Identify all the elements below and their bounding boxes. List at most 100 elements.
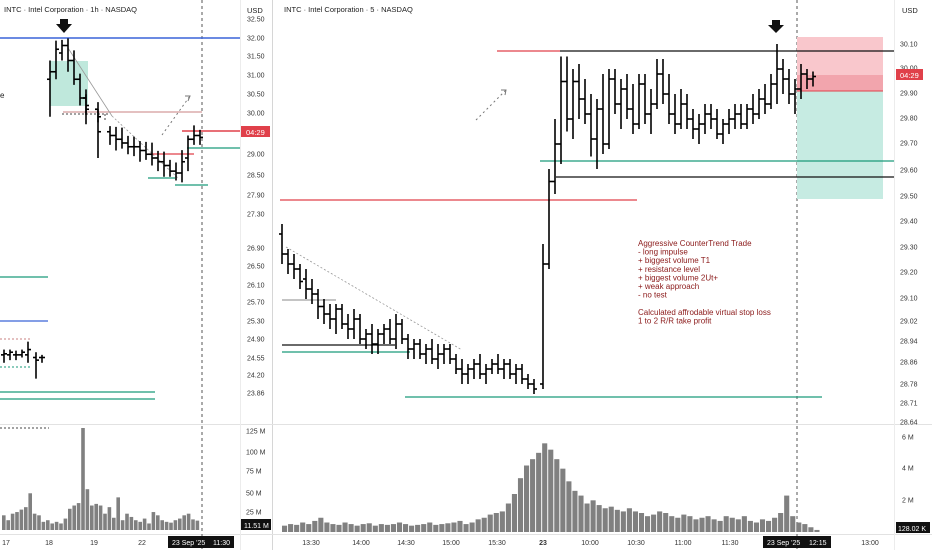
- right-price-tick: 29.40: [900, 219, 918, 226]
- right-volume-bar: [572, 490, 578, 532]
- right-volume-bar: [403, 524, 409, 532]
- right-volume-bar: [675, 517, 681, 532]
- right-volume-bar: [445, 523, 451, 532]
- right-price-tick: 29.60: [900, 168, 918, 175]
- left-price-tick: 31.00: [247, 73, 265, 80]
- left-volume-bar: [116, 497, 120, 530]
- right-price-tick: 29.10: [900, 296, 918, 303]
- right-volume-bar: [729, 517, 735, 532]
- left-lower-candles: [1, 341, 45, 379]
- right-volume-tag-text: 128.02 K: [898, 526, 926, 533]
- left-volume-bar: [147, 523, 151, 530]
- left-volume-bar: [37, 515, 41, 530]
- right-volume-bar: [554, 459, 560, 532]
- left-volume-bar: [41, 521, 46, 530]
- right-volume-bar: [808, 527, 814, 532]
- right-volume-bar: [584, 503, 590, 532]
- right-volume-bar: [705, 516, 711, 532]
- right-volume-bar: [723, 516, 729, 532]
- left-time-label: 17: [2, 540, 10, 547]
- right-volume-bar: [415, 524, 421, 532]
- right-volume-bar: [717, 520, 723, 532]
- right-volume-bar: [336, 524, 342, 532]
- left-volume-bar: [81, 428, 85, 530]
- right-volume-bar: [475, 519, 481, 532]
- right-price-tick: 29.80: [900, 116, 918, 123]
- right-volume-bar: [439, 524, 445, 532]
- left-price-tick: 26.50: [247, 264, 265, 271]
- left-crosshair-time-extra: 11:30: [213, 540, 230, 547]
- right-volume-bar: [626, 508, 632, 532]
- right-volume-bar: [759, 519, 766, 532]
- right-volume-bars: [282, 443, 820, 532]
- right-volume-bar: [342, 522, 348, 532]
- right-volume-bar: [560, 468, 566, 532]
- left-trend-line: [67, 47, 113, 117]
- right-price-tick: 30.10: [900, 42, 918, 49]
- left-volume-bar: [160, 520, 164, 530]
- right-volume-bar: [596, 505, 602, 532]
- right-time-label: 15:30: [488, 540, 506, 547]
- left-volume-bar: [68, 508, 72, 530]
- right-volume-bar: [693, 519, 699, 532]
- left-price-tick: 29.00: [247, 152, 265, 159]
- right-volume-bar: [282, 525, 288, 532]
- right-time-label: 14:00: [352, 540, 370, 547]
- right-crosshair-time-date: 23 Sep '25: [767, 540, 800, 547]
- right-volume-bar: [318, 517, 324, 532]
- left-volume-axis: 125 M 100 M 75 M 50 M 25 M: [246, 429, 266, 517]
- left-price-tick: 25.70: [247, 300, 265, 307]
- right-volume-bar: [669, 516, 675, 532]
- annotation-line: 1 to 2 R/R take profit: [638, 316, 712, 325]
- right-volume-bar: [687, 516, 693, 532]
- right-volume-bar: [536, 452, 542, 532]
- left-volume-bar: [107, 507, 112, 530]
- left-volume-bar: [98, 505, 103, 530]
- right-projection-arrow: [475, 89, 507, 121]
- right-volume-bar: [312, 520, 318, 532]
- left-volume-bar: [28, 493, 32, 530]
- right-volume-bar: [409, 525, 415, 532]
- right-volume-bar: [487, 514, 493, 532]
- left-volume-bar: [90, 505, 94, 530]
- right-volume-bar: [699, 517, 705, 532]
- left-price-tick: 24.90: [247, 337, 265, 344]
- left-volume-tick: 50 M: [246, 491, 262, 498]
- left-price-tick: 24.20: [247, 373, 265, 380]
- right-time-label: 11:00: [675, 540, 692, 547]
- right-volume-bar: [433, 524, 439, 532]
- right-price-tick: 28.86: [900, 360, 918, 367]
- left-projection-arrow: [161, 95, 191, 136]
- left-volume-bar: [134, 520, 138, 530]
- right-volume-bar: [517, 478, 524, 532]
- left-price-tick: 32.50: [247, 17, 265, 24]
- right-volume-bar: [747, 520, 753, 532]
- left-volume-bar: [50, 523, 54, 530]
- left-price-tick: 27.90: [247, 193, 265, 200]
- left-volume-bar: [191, 519, 195, 530]
- left-volume-bar: [178, 518, 182, 530]
- right-volume-bar: [384, 524, 390, 532]
- left-price-axis: 32.5032.0031.5031.0030.5030.0029.5029.00…: [247, 17, 265, 398]
- left-volume-tag: [241, 519, 271, 530]
- right-volume-bar: [602, 508, 608, 532]
- left-price-tick: 31.50: [247, 54, 265, 61]
- right-volume-bar: [651, 514, 657, 532]
- right-price-tick: 28.71: [900, 401, 918, 408]
- left-volume-bar: [156, 515, 160, 530]
- right-volume-bar: [324, 522, 330, 532]
- left-volume-bar: [186, 513, 191, 530]
- right-volume-bar: [681, 514, 687, 532]
- left-price-tick: 25.30: [247, 319, 265, 326]
- right-time-label: 10:30: [627, 540, 645, 547]
- left-volume-bar: [6, 520, 10, 530]
- right-volume-bar: [306, 524, 312, 532]
- left-down-arrow-icon: [56, 19, 72, 33]
- right-crosshair-time-tag: [763, 536, 831, 548]
- right-volume-bar: [457, 520, 463, 532]
- left-volume-bar: [138, 521, 142, 530]
- right-volume-bar: [814, 529, 820, 532]
- annotation-line: + biggest volume T1: [638, 256, 711, 265]
- right-time-label: 23: [539, 540, 547, 547]
